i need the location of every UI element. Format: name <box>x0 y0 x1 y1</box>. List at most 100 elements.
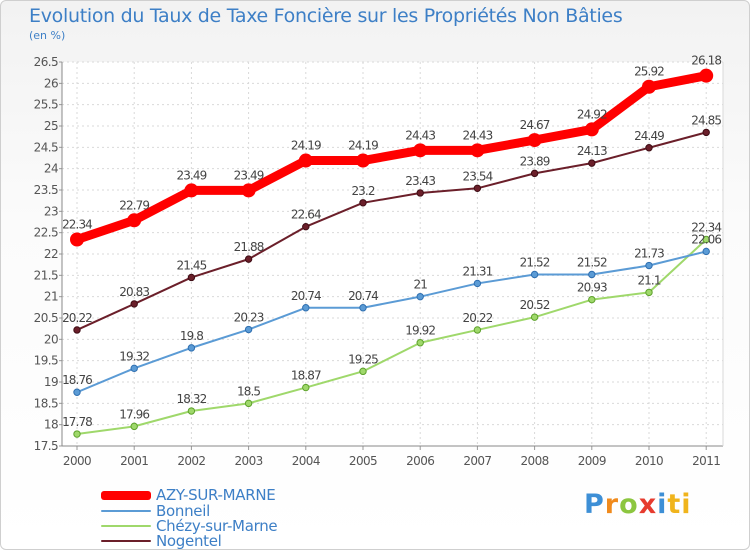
series-line-1 <box>76 250 708 394</box>
unit-label: (en %) <box>29 29 66 42</box>
data-point <box>73 388 81 396</box>
data-label: 22.34 <box>691 220 721 234</box>
data-label: 24.49 <box>634 129 664 143</box>
data-label: 23.54 <box>462 169 492 183</box>
data-label: 24.85 <box>691 113 721 127</box>
data-point <box>127 213 142 228</box>
x-tick-label: 2002 <box>177 454 205 468</box>
x-tick-label: 2001 <box>120 454 148 468</box>
data-label: 18.5 <box>237 384 260 398</box>
data-label: 21.31 <box>462 264 492 278</box>
data-point <box>356 153 370 168</box>
data-label: 19.8 <box>180 329 203 343</box>
data-label: 24.43 <box>405 128 435 142</box>
data-label: 19.32 <box>119 349 149 363</box>
data-point <box>70 232 84 247</box>
data-point <box>73 326 81 334</box>
x-tick-label: 2011 <box>692 454 720 468</box>
series-line-3 <box>76 131 708 331</box>
y-tick-label: 23.5 <box>34 183 58 197</box>
y-tick-label: 20.5 <box>34 311 58 325</box>
data-label: 24.67 <box>520 118 550 132</box>
y-tick-label: 17.5 <box>34 439 58 453</box>
y-tick-label: 26.5 <box>34 55 58 69</box>
data-point <box>473 326 482 334</box>
y-tick-label: 25 <box>44 119 58 133</box>
data-point <box>588 270 596 279</box>
data-point <box>702 247 710 256</box>
data-point <box>413 143 428 158</box>
legend-item-bonneil: Bonneil <box>101 502 210 520</box>
legend-swatch-bonneil <box>101 510 151 512</box>
data-label: 17.78 <box>62 415 92 429</box>
data-point <box>187 273 196 282</box>
data-label: 18.76 <box>62 373 92 387</box>
data-point <box>302 304 310 312</box>
data-point <box>187 344 196 352</box>
data-label: 23.49 <box>176 168 206 182</box>
data-label: 24.92 <box>577 107 607 121</box>
data-point <box>473 279 482 288</box>
data-point <box>645 144 653 152</box>
data-label: 18.32 <box>176 392 206 406</box>
data-point <box>642 79 656 94</box>
data-label: 25.92 <box>634 65 664 79</box>
series-line-2 <box>76 238 708 436</box>
data-point <box>130 422 138 431</box>
y-tick-label: 25.5 <box>34 98 58 112</box>
x-tick-label: 2000 <box>63 454 91 468</box>
data-point <box>298 153 313 168</box>
data-point <box>702 128 710 137</box>
data-point <box>244 255 253 263</box>
data-point <box>588 159 596 167</box>
data-label: 18.87 <box>291 369 321 383</box>
y-tick-label: 21 <box>44 290 58 304</box>
data-label: 20.83 <box>119 285 149 299</box>
data-point <box>584 122 599 137</box>
legend-label-nogentel: Nogentel <box>156 532 222 550</box>
data-point <box>184 183 199 198</box>
y-tick-label: 20 <box>44 332 58 346</box>
data-point <box>302 222 310 231</box>
x-tick-label: 2008 <box>521 454 549 468</box>
x-tick-label: 2005 <box>349 454 377 468</box>
legend-swatch-azy <box>101 490 151 500</box>
data-label: 23.43 <box>405 174 435 188</box>
data-point <box>527 133 542 148</box>
x-tick-label: 2003 <box>235 454 263 468</box>
proxiti-logo: Proxiti <box>584 489 692 520</box>
legend-item-chezy: Chézy-sur-Marne <box>101 517 278 535</box>
data-point <box>645 261 653 270</box>
data-point <box>302 383 310 392</box>
data-point <box>359 304 367 312</box>
data-label: 20.74 <box>348 289 378 303</box>
y-tick-label: 21.5 <box>34 268 58 282</box>
legend-swatch-nogentel <box>101 540 151 542</box>
y-tick-label: 24 <box>44 162 58 176</box>
data-point <box>244 399 253 408</box>
data-label: 20.22 <box>462 311 492 325</box>
chart-title: Evolution du Taux de Taxe Foncière sur l… <box>29 5 623 27</box>
data-label: 21.45 <box>176 258 206 272</box>
legend-item-nogentel: Nogentel <box>101 532 222 550</box>
x-tick-label: 2010 <box>635 454 663 468</box>
data-label: 24.19 <box>348 139 378 153</box>
data-point <box>130 300 138 308</box>
data-label: 21.1 <box>637 273 660 287</box>
data-label: 21 <box>413 278 427 292</box>
data-point <box>130 364 138 373</box>
data-point <box>359 199 367 207</box>
y-tick-label: 19.5 <box>34 354 58 368</box>
y-tick-label: 24.5 <box>34 140 58 154</box>
data-point <box>244 325 253 334</box>
y-tick-label: 22.5 <box>34 226 58 240</box>
data-label: 19.92 <box>405 324 435 338</box>
y-tick-label: 26 <box>44 76 58 90</box>
legend-item-azy: AZY-SUR-MARNE <box>101 486 276 504</box>
data-label: 20.22 <box>62 311 92 325</box>
data-point <box>530 313 539 321</box>
data-point <box>588 295 596 304</box>
data-label: 20.74 <box>291 289 321 303</box>
legend-label-azy: AZY-SUR-MARNE <box>156 486 276 504</box>
data-point <box>699 68 714 83</box>
